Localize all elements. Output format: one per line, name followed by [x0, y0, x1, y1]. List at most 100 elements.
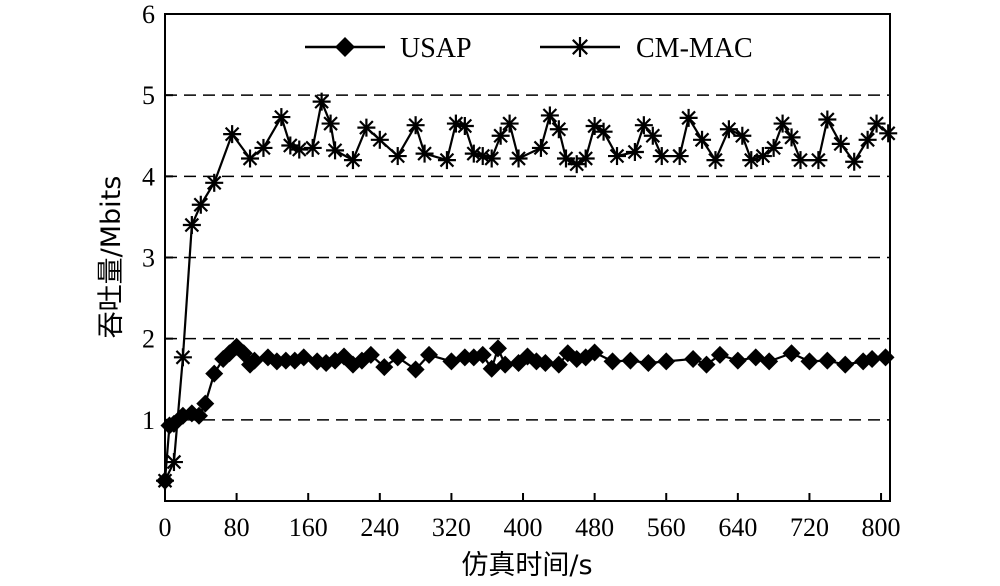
- data-point-usap: [482, 359, 501, 378]
- data-point-cm-mac: [634, 116, 653, 135]
- legend-marker-cm-mac: [570, 37, 590, 57]
- data-point-cm-mac: [831, 134, 850, 153]
- data-point-cm-mac: [509, 149, 528, 168]
- data-point-usap: [473, 345, 492, 364]
- data-point-cm-mac: [791, 151, 810, 170]
- data-point-cm-mac: [290, 140, 309, 159]
- x-tick-label: 640: [718, 513, 757, 542]
- data-point-cm-mac: [326, 141, 345, 160]
- y-tick-label: 2: [142, 325, 155, 354]
- y-tick-label: 5: [142, 81, 155, 110]
- data-point-cm-mac: [388, 147, 407, 166]
- gridlines: [165, 94, 890, 421]
- data-point-usap: [603, 352, 622, 371]
- y-tick-label: 3: [142, 244, 155, 273]
- data-point-cm-mac: [594, 122, 613, 141]
- data-point-usap: [388, 348, 407, 367]
- y-tick-label: 6: [142, 0, 155, 29]
- data-point-cm-mac: [719, 120, 738, 139]
- data-point-cm-mac: [733, 126, 752, 145]
- data-point-cm-mac: [415, 144, 434, 163]
- data-point-usap: [196, 394, 215, 413]
- data-point-cm-mac: [858, 130, 877, 149]
- data-point-usap: [294, 348, 313, 367]
- data-point-usap: [621, 351, 640, 370]
- data-point-usap: [697, 355, 716, 374]
- data-point-cm-mac: [693, 130, 712, 149]
- data-point-usap: [585, 343, 604, 362]
- data-point-cm-mac: [156, 471, 174, 490]
- data-point-cm-mac: [782, 128, 801, 147]
- data-point-cm-mac: [608, 147, 627, 166]
- data-point-cm-mac: [809, 151, 828, 170]
- data-point-cm-mac: [773, 114, 792, 133]
- data-point-usap: [205, 364, 224, 383]
- data-point-cm-mac: [173, 348, 192, 367]
- data-point-cm-mac: [531, 138, 550, 157]
- data-point-cm-mac: [818, 110, 837, 129]
- data-point-cm-mac: [272, 108, 291, 127]
- data-point-cm-mac: [706, 151, 725, 170]
- data-point-cm-mac: [321, 114, 340, 133]
- data-point-cm-mac: [500, 114, 519, 133]
- data-point-cm-mac: [164, 453, 183, 472]
- data-point-cm-mac: [549, 120, 568, 139]
- data-point-cm-mac: [357, 118, 376, 137]
- data-point-cm-mac: [845, 152, 864, 171]
- data-point-cm-mac: [482, 149, 501, 168]
- y-axis-title: 吞吐量/Mbits: [96, 176, 127, 339]
- data-point-cm-mac: [753, 147, 772, 166]
- y-tick-label: 4: [142, 162, 155, 191]
- data-point-cm-mac: [764, 138, 783, 157]
- data-point-cm-mac: [223, 125, 242, 144]
- data-point-cm-mac: [406, 116, 425, 135]
- data-point-usap: [728, 351, 747, 370]
- data-point-usap: [782, 344, 801, 363]
- data-point-cm-mac: [670, 147, 689, 166]
- data-point-cm-mac: [303, 138, 322, 157]
- data-point-cm-mac: [540, 106, 559, 125]
- x-axis-title: 仿真时间/s: [461, 550, 592, 581]
- y-axis: 1 2 3 4 5 6: [142, 0, 173, 502]
- y-tick-label: 1: [142, 406, 155, 435]
- data-point-usap: [800, 352, 819, 371]
- data-point-cm-mac: [455, 117, 474, 136]
- data-point-cm-mac: [491, 126, 510, 145]
- series-line-usap: [163, 345, 886, 481]
- data-point-cm-mac: [652, 147, 671, 166]
- data-point-usap: [684, 349, 703, 368]
- x-tick-label: 720: [790, 513, 829, 542]
- x-tick-label: 240: [360, 513, 399, 542]
- x-tick-label: 480: [575, 513, 614, 542]
- data-point-cm-mac: [679, 108, 698, 127]
- x-tick-label: 400: [504, 513, 543, 542]
- data-point-cm-mac: [556, 149, 575, 168]
- x-tick-label: 0: [159, 513, 172, 542]
- data-point-cm-mac: [241, 149, 260, 168]
- series-layer: [156, 92, 898, 490]
- data-point-cm-mac: [254, 138, 273, 157]
- data-point-usap: [245, 351, 264, 370]
- legend-marker-usap: [335, 37, 355, 57]
- data-point-usap: [710, 345, 729, 364]
- data-point-usap: [496, 355, 515, 374]
- data-point-usap: [488, 339, 507, 358]
- data-point-cm-mac: [625, 142, 644, 161]
- legend-label-usap: USAP: [400, 33, 472, 64]
- data-point-usap: [876, 348, 895, 367]
- data-point-usap: [190, 406, 209, 425]
- data-point-cm-mac: [585, 117, 604, 136]
- data-point-usap: [746, 348, 765, 367]
- data-point-cm-mac: [437, 151, 456, 170]
- x-axis: 0 80 160 240 320 400 480 560 640 720 800: [159, 493, 901, 542]
- legend-label-cm-mac: CM-MAC: [636, 33, 753, 64]
- data-point-usap: [442, 352, 461, 371]
- data-point-usap: [657, 352, 676, 371]
- x-tick-label: 800: [862, 513, 901, 542]
- data-point-cm-mac: [205, 173, 224, 192]
- x-tick-label: 320: [432, 513, 471, 542]
- data-point-cm-mac: [879, 124, 898, 143]
- data-point-cm-mac: [312, 92, 331, 111]
- data-point-cm-mac: [643, 126, 662, 145]
